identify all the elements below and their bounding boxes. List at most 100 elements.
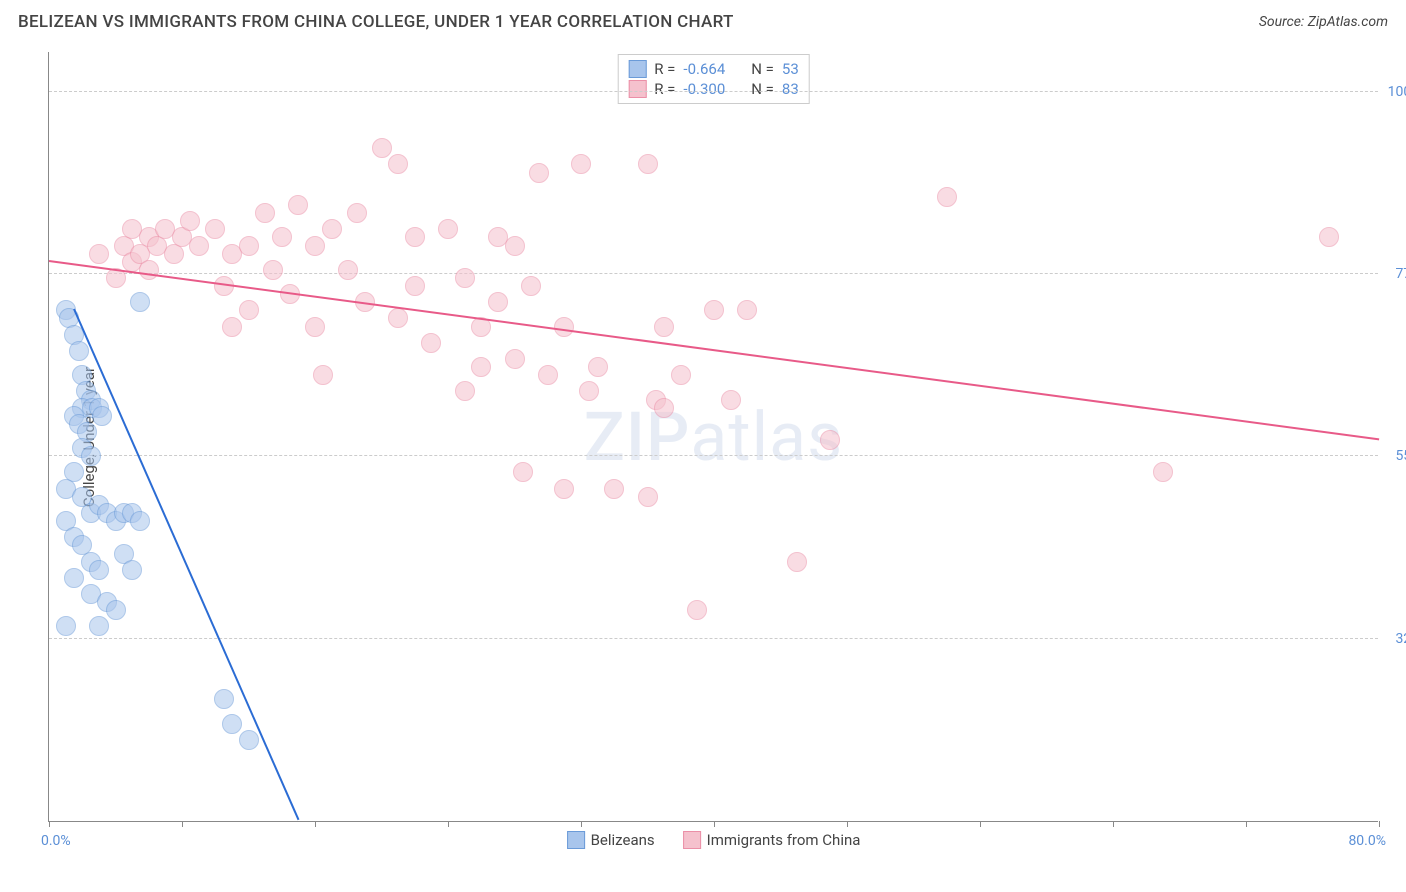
data-point	[180, 211, 200, 231]
data-point	[405, 276, 425, 296]
data-point	[438, 219, 458, 239]
x-tick	[847, 821, 848, 827]
watermark-zip: ZIP	[584, 397, 691, 477]
data-point	[322, 219, 342, 239]
data-point	[1319, 227, 1339, 247]
data-point	[513, 462, 533, 482]
data-point	[687, 600, 707, 620]
data-point	[579, 381, 599, 401]
data-point	[56, 616, 76, 636]
data-point	[272, 227, 292, 247]
data-point	[106, 600, 126, 620]
source-attribution: Source: ZipAtlas.com	[1259, 14, 1388, 30]
data-point	[671, 365, 691, 385]
data-point	[654, 398, 674, 418]
data-point	[455, 381, 475, 401]
x-tick	[448, 821, 449, 827]
legend-swatch	[683, 831, 701, 849]
trend-line	[49, 260, 1379, 440]
data-point	[604, 479, 624, 499]
data-point	[81, 446, 101, 466]
data-point	[130, 511, 150, 531]
y-tick-label: 32.5%	[1395, 631, 1406, 647]
data-point	[704, 300, 724, 320]
data-point	[222, 714, 242, 734]
gridline	[49, 273, 1378, 274]
data-point	[588, 357, 608, 377]
chart-title: BELIZEAN VS IMMIGRANTS FROM CHINA COLLEG…	[18, 12, 734, 32]
data-point	[820, 430, 840, 450]
data-point	[737, 300, 757, 320]
legend-swatch	[567, 831, 585, 849]
x-tick	[315, 821, 316, 827]
data-point	[538, 365, 558, 385]
r-label: R =	[654, 60, 675, 78]
data-point	[122, 560, 142, 580]
data-point	[505, 349, 525, 369]
x-tick	[182, 821, 183, 827]
data-point	[554, 317, 574, 337]
y-tick-label: 55.0%	[1395, 448, 1406, 464]
data-point	[405, 227, 425, 247]
data-point	[388, 308, 408, 328]
data-point	[239, 300, 259, 320]
x-axis-max-label: 80.0%	[1348, 833, 1386, 849]
x-tick	[980, 821, 981, 827]
y-tick-label: 77.5%	[1395, 266, 1406, 282]
data-point	[222, 317, 242, 337]
gridline	[49, 638, 1378, 639]
data-point	[313, 365, 333, 385]
data-point	[239, 730, 259, 750]
correlation-stats-box: R = -0.664 N = 53 R = -0.300 N = 83	[617, 54, 810, 104]
legend-item: Belizeans	[567, 831, 655, 849]
data-point	[471, 357, 491, 377]
gridline	[49, 455, 1378, 456]
r-label: R =	[654, 80, 675, 98]
data-point	[139, 260, 159, 280]
data-point	[521, 276, 541, 296]
data-point	[239, 236, 259, 256]
data-point	[338, 260, 358, 280]
stats-row: R = -0.300 N = 83	[628, 79, 799, 99]
data-point	[529, 163, 549, 183]
data-point	[89, 560, 109, 580]
x-tick	[581, 821, 582, 827]
legend-swatch	[628, 60, 646, 78]
x-tick	[1113, 821, 1114, 827]
data-point	[305, 317, 325, 337]
data-point	[189, 236, 209, 256]
data-point	[654, 317, 674, 337]
r-value: -0.664	[683, 60, 725, 78]
data-point	[571, 154, 591, 174]
data-point	[347, 203, 367, 223]
n-value: 53	[782, 60, 799, 78]
stats-row: R = -0.664 N = 53	[628, 59, 799, 79]
data-point	[130, 292, 150, 312]
data-point	[505, 236, 525, 256]
data-point	[255, 203, 275, 223]
data-point	[638, 154, 658, 174]
data-point	[937, 187, 957, 207]
x-tick	[1379, 821, 1380, 827]
r-value: -0.300	[683, 80, 725, 98]
legend-item: Immigrants from China	[683, 831, 861, 849]
n-label: N =	[751, 80, 774, 98]
data-point	[1153, 462, 1173, 482]
chart-plot-area: College, Under 1 year ZIPatlas 0.0% 80.0…	[48, 52, 1378, 822]
data-point	[305, 236, 325, 256]
n-value: 83	[782, 80, 799, 98]
data-point	[69, 341, 89, 361]
data-point	[372, 138, 392, 158]
x-tick	[714, 821, 715, 827]
n-label: N =	[751, 60, 774, 78]
legend-swatch	[628, 80, 646, 98]
watermark: ZIPatlas	[584, 397, 844, 477]
data-point	[288, 195, 308, 215]
data-point	[554, 479, 574, 499]
data-point	[421, 333, 441, 353]
data-point	[638, 487, 658, 507]
y-tick-label: 100.0%	[1388, 84, 1406, 100]
data-point	[205, 219, 225, 239]
chart-header: BELIZEAN VS IMMIGRANTS FROM CHINA COLLEG…	[0, 0, 1406, 40]
data-point	[455, 268, 475, 288]
